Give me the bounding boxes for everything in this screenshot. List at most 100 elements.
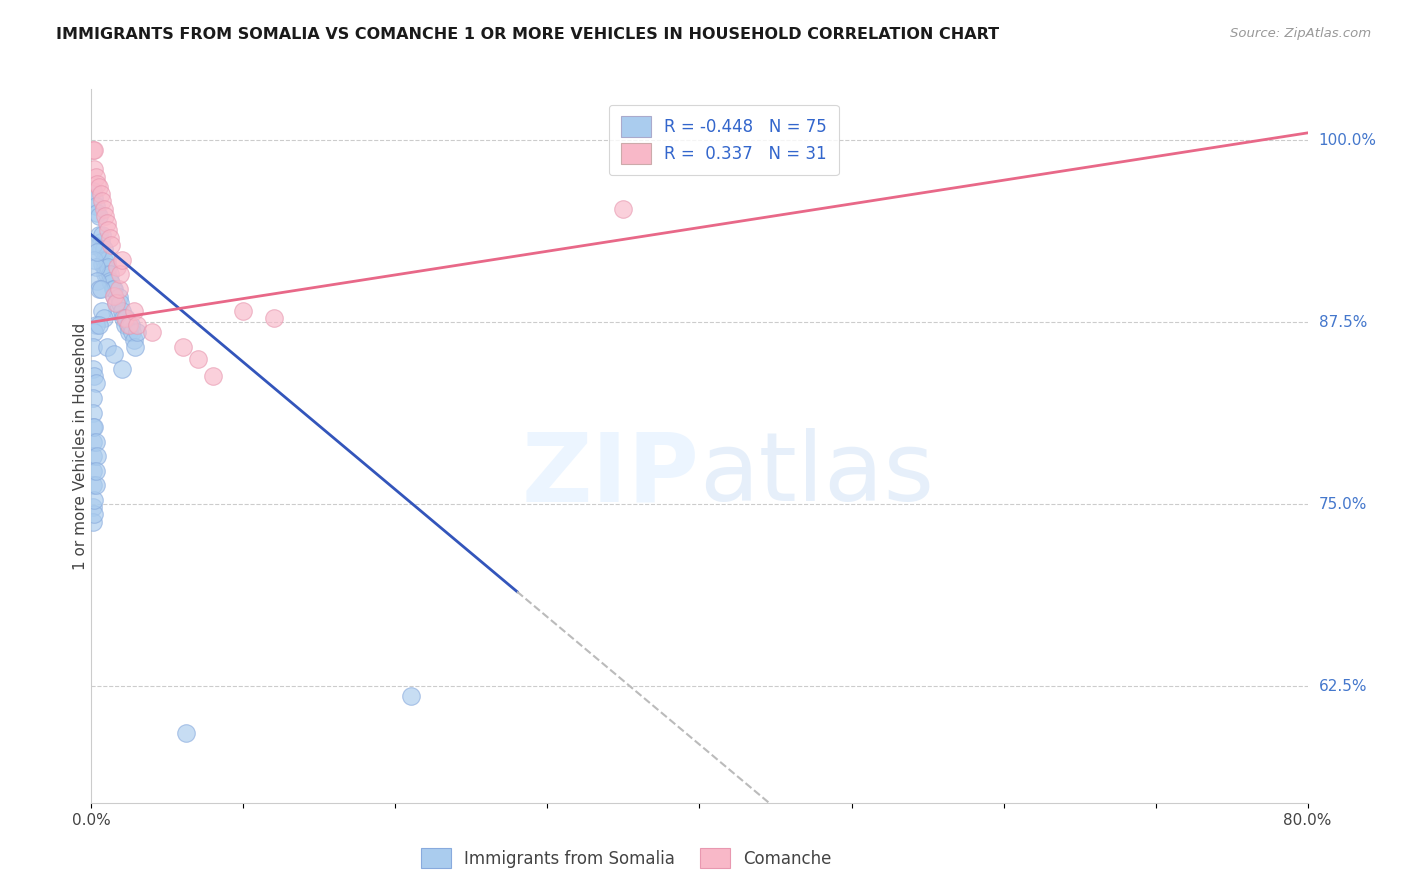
Point [86, 449, 108, 463]
Point [82, 478, 104, 492]
Point [98, 267, 121, 281]
Point [83, 252, 105, 267]
Point [94, 209, 117, 223]
Point [89, 187, 111, 202]
Point [93, 202, 115, 216]
Point [83, 191, 105, 205]
Point [82, 391, 104, 405]
Point [87, 282, 110, 296]
Point [82, 340, 104, 354]
Point [91, 194, 114, 209]
Point [84, 478, 107, 492]
Point [141, 326, 163, 340]
Text: 100.0%: 100.0% [1319, 133, 1376, 148]
Point [84, 376, 107, 391]
Point [91, 257, 114, 271]
Point [93, 310, 115, 325]
Point [82, 420, 104, 434]
Text: Source: ZipAtlas.com: Source: ZipAtlas.com [1230, 27, 1371, 40]
Point [103, 289, 125, 303]
Point [105, 303, 128, 318]
Point [96, 340, 118, 354]
Text: 62.5%: 62.5% [1319, 679, 1367, 694]
Point [91, 303, 114, 318]
Point [103, 347, 125, 361]
Point [89, 235, 111, 249]
Point [84, 260, 107, 274]
Y-axis label: 1 or more Vehicles in Household: 1 or more Vehicles in Household [73, 322, 87, 570]
Legend: Immigrants from Somalia, Comanche: Immigrants from Somalia, Comanche [413, 839, 841, 877]
Point [84, 169, 107, 184]
Point [83, 492, 105, 507]
Point [94, 261, 117, 276]
Point [87, 318, 110, 332]
Point [118, 318, 141, 332]
Point [263, 310, 285, 325]
Point [96, 267, 118, 281]
Point [118, 326, 141, 340]
Point [103, 289, 125, 303]
Point [86, 206, 108, 220]
Point [399, 690, 422, 704]
Text: atlas: atlas [699, 428, 935, 521]
Point [84, 318, 107, 332]
Point [87, 209, 110, 223]
Point [83, 144, 105, 158]
Point [82, 144, 104, 158]
Point [82, 238, 104, 252]
Point [111, 252, 134, 267]
Point [87, 227, 110, 242]
Point [98, 275, 121, 289]
Point [91, 227, 114, 242]
Point [612, 202, 634, 216]
Point [124, 340, 146, 354]
Point [83, 162, 105, 177]
Point [83, 369, 105, 384]
Point [114, 310, 136, 325]
Point [105, 260, 128, 274]
Point [84, 199, 107, 213]
Point [112, 310, 135, 325]
Point [94, 267, 117, 281]
Point [174, 726, 197, 740]
Point [89, 282, 111, 296]
Point [125, 326, 148, 340]
Point [107, 290, 129, 304]
Point [89, 243, 111, 257]
Point [82, 464, 104, 478]
Point [82, 184, 104, 198]
Point [114, 318, 136, 332]
Point [82, 405, 104, 419]
Point [82, 515, 104, 529]
Point [117, 318, 139, 332]
Point [93, 243, 115, 257]
Point [104, 296, 127, 310]
Point [97, 223, 120, 237]
Point [115, 310, 138, 325]
Text: IMMIGRANTS FROM SOMALIA VS COMANCHE 1 OR MORE VEHICLES IN HOUSEHOLD CORRELATION : IMMIGRANTS FROM SOMALIA VS COMANCHE 1 OR… [56, 27, 1000, 42]
Point [101, 282, 124, 296]
Text: 87.5%: 87.5% [1319, 315, 1367, 330]
Point [110, 296, 132, 310]
Point [98, 231, 121, 245]
Point [104, 296, 127, 310]
Point [97, 260, 120, 274]
Point [93, 252, 115, 267]
Point [110, 267, 132, 281]
Point [84, 464, 107, 478]
Point [172, 340, 194, 354]
Point [122, 303, 145, 318]
Point [82, 361, 104, 376]
Point [86, 245, 108, 260]
Point [86, 275, 108, 289]
Point [111, 361, 134, 376]
Point [83, 508, 105, 522]
Point [100, 276, 122, 290]
Text: 75.0%: 75.0% [1319, 497, 1367, 512]
Point [82, 434, 104, 449]
Point [87, 179, 110, 194]
Text: ZIP: ZIP [522, 428, 699, 521]
Point [96, 252, 118, 267]
Point [86, 177, 108, 191]
Point [84, 434, 107, 449]
